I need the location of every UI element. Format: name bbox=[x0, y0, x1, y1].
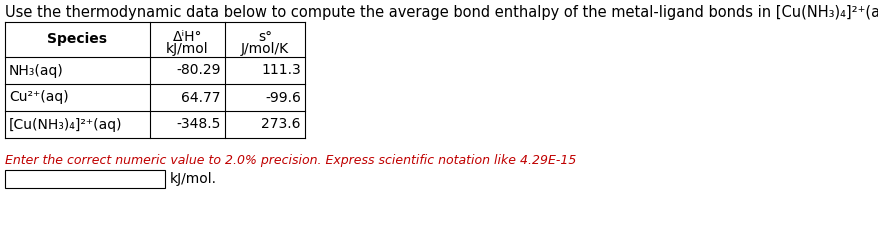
Text: Use the thermodynamic data below to compute the average bond enthalpy of the met: Use the thermodynamic data below to comp… bbox=[5, 5, 878, 20]
Text: 64.77: 64.77 bbox=[181, 90, 220, 104]
Text: Enter the correct numeric value to 2.0% precision. Express scientific notation l: Enter the correct numeric value to 2.0% … bbox=[5, 154, 576, 167]
Text: [Cu(NH₃)₄]²⁺(aq): [Cu(NH₃)₄]²⁺(aq) bbox=[9, 117, 122, 131]
Text: -348.5: -348.5 bbox=[176, 117, 220, 131]
Text: 273.6: 273.6 bbox=[261, 117, 300, 131]
Text: Cu²⁺(aq): Cu²⁺(aq) bbox=[9, 90, 68, 104]
Text: -80.29: -80.29 bbox=[176, 63, 220, 77]
Text: ΔⁱH°: ΔⁱH° bbox=[173, 30, 202, 44]
Text: J/mol/K: J/mol/K bbox=[241, 42, 289, 56]
Text: Species: Species bbox=[47, 32, 107, 47]
Text: kJ/mol: kJ/mol bbox=[166, 42, 209, 56]
Text: s°: s° bbox=[257, 30, 272, 44]
Text: 111.3: 111.3 bbox=[261, 63, 300, 77]
Text: -99.6: -99.6 bbox=[265, 90, 300, 104]
Bar bbox=[5, 170, 165, 188]
Text: NH₃(aq): NH₃(aq) bbox=[9, 63, 64, 77]
Text: kJ/mol.: kJ/mol. bbox=[169, 172, 217, 186]
